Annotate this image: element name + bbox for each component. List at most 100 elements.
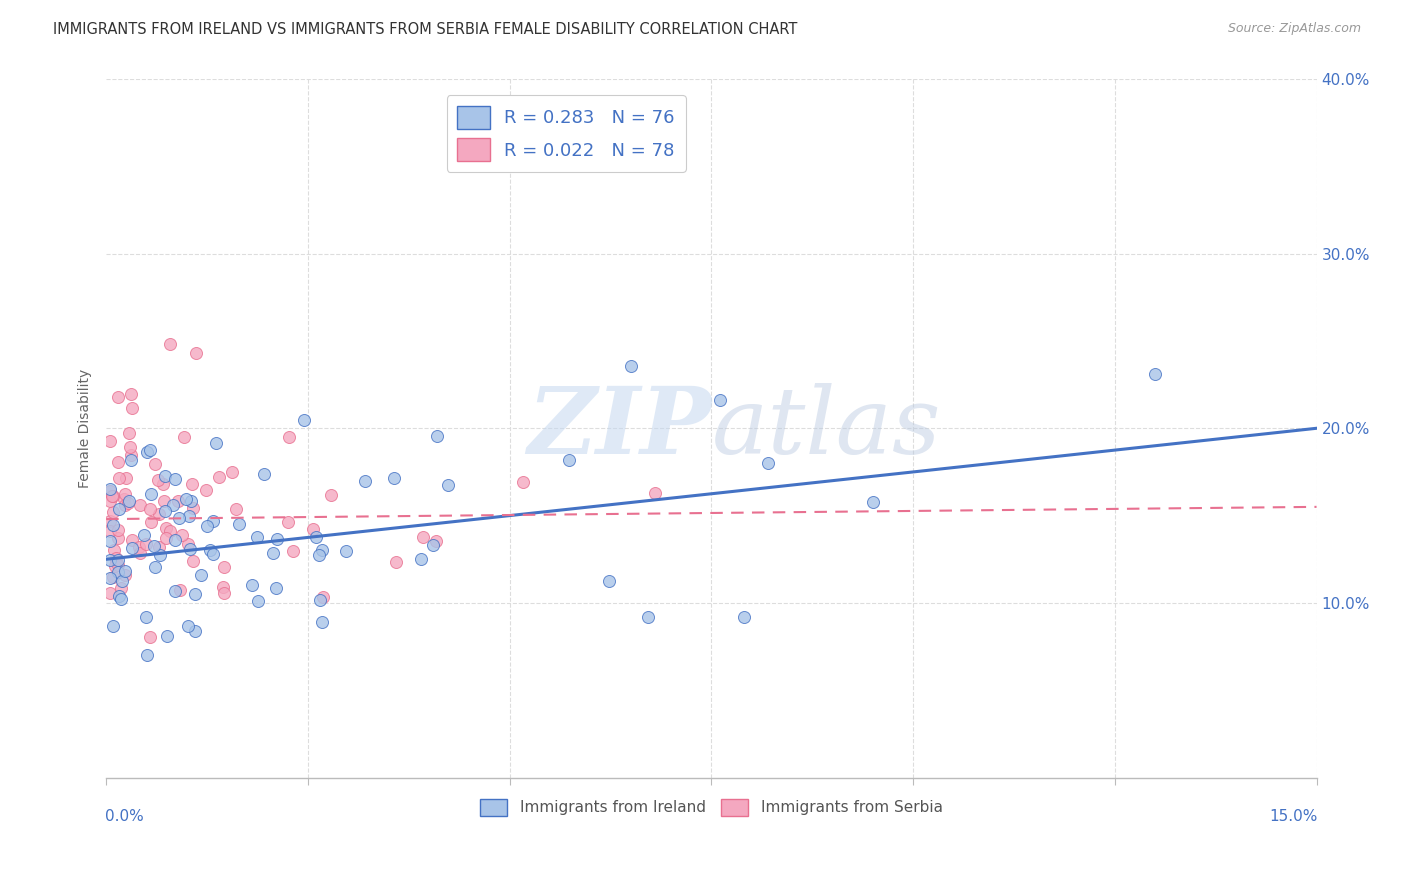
- Point: [167, 510, 190, 524]
- Point: [159, 337, 181, 351]
- Point: [190, 568, 212, 582]
- Point: [139, 630, 162, 644]
- Point: [139, 486, 162, 500]
- Point: [184, 586, 207, 600]
- Point: [98, 483, 121, 498]
- Point: [277, 430, 299, 444]
- Point: [135, 537, 157, 551]
- Point: [120, 448, 142, 462]
- Text: ZIP: ZIP: [527, 384, 711, 474]
- Point: [620, 359, 643, 373]
- Point: [228, 516, 250, 531]
- Point: [121, 541, 143, 555]
- Point: [311, 542, 333, 557]
- Point: [756, 456, 779, 470]
- Legend: Immigrants from Ireland, Immigrants from Serbia: Immigrants from Ireland, Immigrants from…: [474, 792, 949, 822]
- Point: [110, 582, 132, 596]
- Point: [311, 590, 333, 604]
- Point: [98, 553, 121, 567]
- Point: [120, 453, 142, 467]
- Point: [1144, 368, 1167, 382]
- Point: [128, 545, 150, 559]
- Point: [557, 453, 579, 467]
- Point: [163, 472, 186, 486]
- Point: [319, 487, 342, 501]
- Point: [101, 504, 124, 518]
- Point: [108, 589, 131, 603]
- Point: [163, 533, 186, 548]
- Point: [135, 648, 157, 663]
- Point: [153, 504, 176, 518]
- Point: [112, 491, 135, 506]
- Text: atlas: atlas: [711, 384, 941, 474]
- Point: [118, 493, 141, 508]
- Point: [118, 425, 141, 440]
- Point: [114, 471, 136, 485]
- Point: [384, 555, 406, 569]
- Point: [105, 555, 128, 569]
- Point: [114, 564, 136, 578]
- Point: [148, 540, 170, 554]
- Point: [107, 558, 129, 573]
- Point: [292, 413, 315, 427]
- Point: [98, 524, 121, 538]
- Point: [98, 571, 121, 585]
- Point: [174, 491, 197, 506]
- Point: [283, 543, 305, 558]
- Point: [139, 442, 162, 457]
- Point: [145, 458, 167, 472]
- Point: [129, 498, 152, 512]
- Point: [266, 532, 288, 546]
- Point: [121, 533, 143, 548]
- Point: [195, 483, 218, 498]
- Point: [132, 528, 155, 542]
- Point: [305, 530, 328, 544]
- Point: [107, 531, 129, 545]
- Point: [181, 554, 204, 568]
- Point: [155, 531, 177, 545]
- Point: [225, 502, 247, 516]
- Point: [108, 502, 131, 516]
- Point: [353, 474, 375, 488]
- Point: [277, 515, 299, 529]
- Point: [135, 610, 157, 624]
- Text: IMMIGRANTS FROM IRELAND VS IMMIGRANTS FROM SERBIA FEMALE DISABILITY CORRELATION : IMMIGRANTS FROM IRELAND VS IMMIGRANTS FR…: [53, 22, 797, 37]
- Point: [100, 489, 122, 503]
- Point: [301, 522, 323, 536]
- Point: [212, 559, 235, 574]
- Point: [105, 551, 128, 566]
- Point: [98, 514, 121, 528]
- Point: [262, 546, 284, 560]
- Point: [117, 496, 139, 510]
- Point: [177, 537, 200, 551]
- Point: [181, 501, 204, 516]
- Point: [170, 528, 193, 542]
- Point: [240, 578, 263, 592]
- Text: 0.0%: 0.0%: [105, 809, 143, 824]
- Point: [153, 469, 176, 483]
- Point: [108, 471, 131, 485]
- Point: [114, 498, 136, 512]
- Point: [198, 543, 221, 558]
- Point: [167, 494, 190, 508]
- Point: [143, 540, 166, 554]
- Point: [212, 585, 235, 599]
- Point: [179, 509, 201, 524]
- Point: [733, 610, 755, 624]
- Point: [426, 429, 449, 443]
- Point: [162, 498, 184, 512]
- Point: [155, 521, 177, 535]
- Point: [98, 494, 121, 508]
- Point: [205, 436, 228, 450]
- Point: [152, 477, 174, 491]
- Text: 15.0%: 15.0%: [1270, 809, 1317, 824]
- Point: [422, 538, 444, 552]
- Point: [165, 583, 187, 598]
- Text: Source: ZipAtlas.com: Source: ZipAtlas.com: [1227, 22, 1361, 36]
- Point: [114, 487, 136, 501]
- Point: [120, 386, 142, 401]
- Point: [143, 559, 166, 574]
- Point: [107, 454, 129, 468]
- Point: [98, 434, 121, 449]
- Point: [637, 610, 659, 624]
